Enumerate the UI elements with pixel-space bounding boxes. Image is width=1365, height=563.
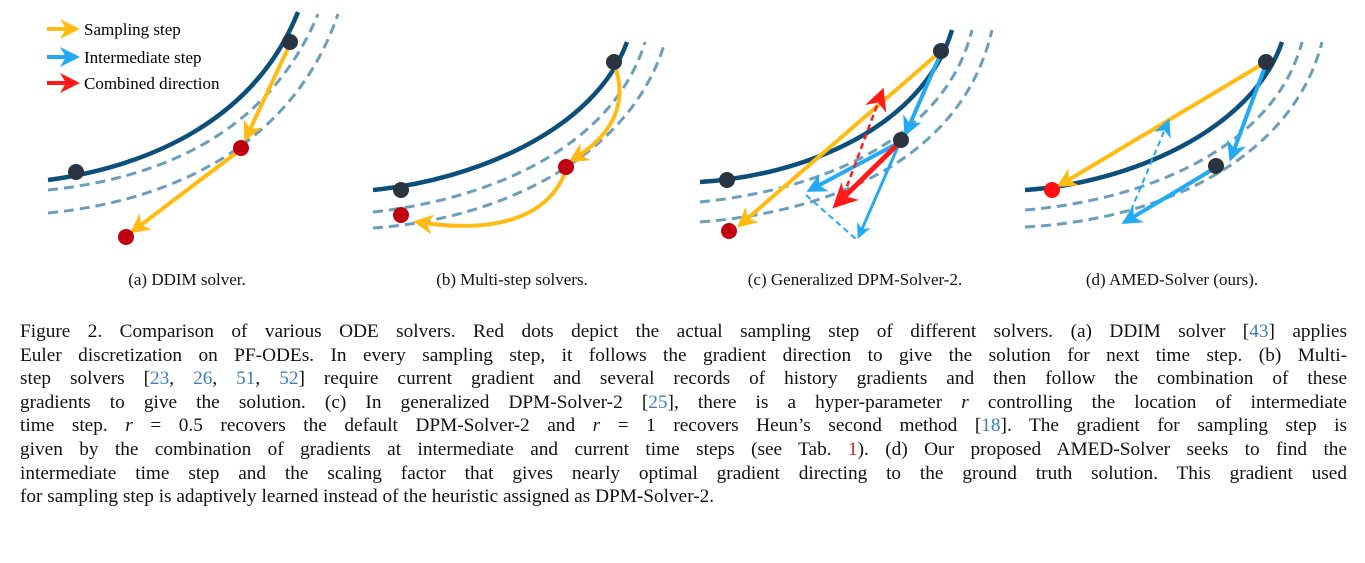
combined-dashed-arrow [838, 87, 887, 206]
intermediate-arrow [1227, 63, 1268, 162]
caption-text: given by the combination of gradients at… [20, 438, 848, 460]
figure-caption: Figure 2. Comparison of various ODE solv… [20, 320, 1347, 509]
panel-a-ddim [47, 11, 340, 245]
sampling-result-dot [118, 229, 134, 245]
caption-text: controlling the location of intermediate [968, 391, 1347, 413]
caption-text: step solvers [ [20, 368, 151, 390]
sampling-result-dot [393, 207, 409, 223]
caption-text: = 0.5 recovers the default DPM-Solver-2 … [132, 415, 593, 437]
legend-item-intermediate-step: Intermediate step [47, 47, 202, 67]
table-reference-link[interactable]: 1 [847, 438, 858, 460]
caption-line: given by the combination of gradients at… [20, 438, 1347, 462]
dashed-trajectory [47, 13, 340, 215]
sampling-result-dot [233, 140, 249, 156]
citation-link[interactable]: 43 [1249, 321, 1269, 342]
subfigure-caption-c: (c) Generalized DPM-Solver-2. [747, 270, 963, 289]
sampling-arrow [736, 49, 943, 228]
caption-text: Figure 2. Comparison of various ODE solv… [20, 321, 1250, 342]
legend-item-sampling-step: Sampling step [47, 19, 181, 39]
legend-label: Combined direction [84, 74, 220, 93]
dashed-trajectory [372, 41, 647, 214]
citation-link[interactable]: 52 [279, 368, 299, 390]
caption-text: Euler discretization on PF-ODEs. In ever… [20, 344, 1347, 366]
time-step-dot [282, 34, 298, 50]
intermediate-arrow [856, 141, 902, 239]
dashed-trajectory [372, 41, 667, 230]
time-step-dot [68, 164, 84, 180]
sampling-arrow [1056, 60, 1268, 188]
time-step-dot [1258, 54, 1274, 70]
time-step-dot [933, 43, 949, 59]
figure-diagrams: Sampling step Intermediate step Combined… [47, 11, 1324, 245]
solid-trajectory [699, 29, 955, 185]
caption-text: ], there is a hyper-parameter [667, 391, 962, 413]
citation-link[interactable]: 25 [648, 391, 668, 413]
intermediate-dot [893, 132, 909, 148]
combined-arrow [832, 140, 902, 209]
subfigure-caption-a: (a) DDIM solver. [128, 270, 246, 289]
caption-text: ]. The gradient for sampling step is [1000, 415, 1348, 437]
solid-trajectory [372, 41, 630, 193]
caption-text: = 1 recovers Heun’s second method [ [600, 415, 982, 437]
sampling-arrow [413, 169, 568, 235]
caption-line: for sampling step is adaptively learned … [20, 485, 1347, 509]
citation-link[interactable]: 51 [236, 368, 256, 390]
sampling-arrow [243, 43, 292, 142]
sampling-arrow [568, 65, 622, 163]
time-step-dot [719, 172, 735, 188]
caption-line: Euler discretization on PF-ODEs. In ever… [20, 344, 1347, 368]
math-variable: r [125, 415, 133, 437]
caption-line: intermediate time step and the scaling f… [20, 462, 1347, 486]
math-variable: r [961, 391, 969, 413]
caption-line: gradients to give the solution. (c) In g… [20, 391, 1347, 415]
caption-text: , [255, 368, 280, 390]
caption-text: , [169, 368, 194, 390]
caption-line: step solvers [23, 26, 51, 52] require cu… [20, 367, 1347, 391]
caption-text: intermediate time step and the scaling f… [20, 462, 1347, 484]
solid-trajectory [47, 11, 301, 183]
citation-link[interactable]: 26 [193, 368, 213, 390]
solid-trajectory [1024, 41, 1285, 193]
parallelogram-edge [805, 194, 858, 241]
caption-text: for sampling step is adaptively learned … [20, 486, 715, 508]
caption-text: , [212, 368, 237, 390]
legend-label: Sampling step [84, 20, 181, 39]
caption-line: Figure 2. Comparison of various ODE solv… [20, 320, 1347, 344]
caption-text: ). (d) Our proposed AMED-Solver seeks to… [857, 438, 1347, 460]
legend: Sampling step Intermediate step Combined… [47, 19, 220, 93]
scaled-direction-dashed-arrow [1126, 118, 1171, 221]
panel-c-dpm-solver-2 [699, 29, 994, 241]
caption-text: time step. [20, 415, 126, 437]
caption-text: gradients to give the solution. (c) In g… [20, 391, 649, 413]
caption-line: time step. r = 0.5 recovers the default … [20, 414, 1347, 438]
citation-link[interactable]: 18 [981, 415, 1001, 437]
sampling-result-dot [721, 223, 737, 239]
sampling-result-dot [558, 159, 574, 175]
subfigure-caption-d: (d) AMED-Solver (ours). [1085, 270, 1259, 289]
dashed-trajectory [1024, 41, 1324, 229]
intermediate-dot [1208, 158, 1224, 174]
caption-text: ] require current gradient and several r… [298, 368, 1348, 390]
intermediate-arrow [1121, 166, 1217, 225]
intermediate-arrow [903, 52, 943, 137]
legend-item-combined-direction: Combined direction [47, 73, 220, 93]
dashed-trajectory [699, 29, 974, 204]
sampling-arrow [129, 148, 242, 234]
sampling-result-dot [1044, 182, 1060, 198]
caption-text: ] applies [1268, 321, 1347, 342]
dashed-trajectory [1024, 41, 1304, 212]
dashed-trajectory [47, 13, 320, 192]
citation-link[interactable]: 23 [150, 368, 170, 390]
time-step-dot [393, 182, 409, 198]
time-step-dot [606, 54, 622, 70]
subfigure-caption-b: (b) Multi-step solvers. [436, 270, 588, 289]
panel-d-amed-solver [1024, 41, 1324, 229]
math-variable: r [592, 415, 601, 437]
legend-label: Intermediate step [84, 48, 202, 67]
panel-b-multistep [372, 41, 667, 235]
